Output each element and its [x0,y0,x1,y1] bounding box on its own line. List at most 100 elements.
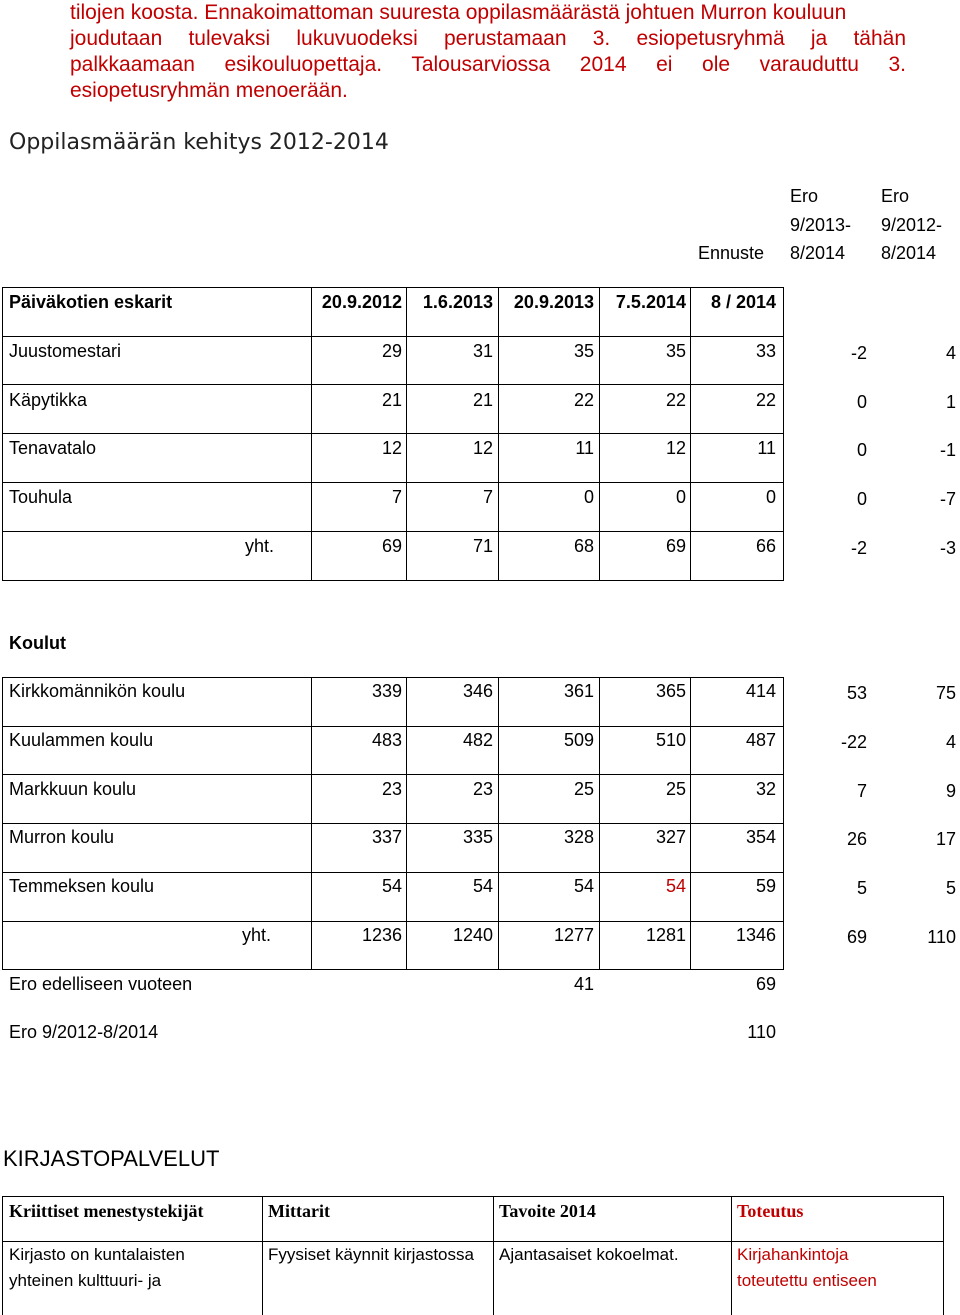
table-cell: 7 [391,487,402,508]
total-diff-cell: -2 [850,537,867,558]
total-cell: 1236 [361,925,402,945]
library-col-header: Mittarit [268,1201,330,1221]
total-cell: 1346 [735,925,776,945]
table-rule [690,677,691,970]
total-cell: 71 [472,535,493,556]
table-cell: 59 [755,876,776,897]
diff-cell: 17 [935,829,956,850]
row-label: Markkuun koulu [9,778,137,799]
diff-total-label: Ero 9/2012-8/2014 [9,1022,159,1042]
table-rule [731,1197,732,1315]
intro-line: palkkaamaan esikouluopettaja. Talousarvi… [70,53,906,76]
total-cell: 69 [381,535,402,556]
diff-cell: 5 [945,878,956,899]
date-header: 1.6.2013 [422,292,493,312]
table-rule [2,482,784,483]
diff-prev-value: 69 [755,974,776,994]
table-cell: 54 [665,876,686,897]
table-cell: 21 [472,389,493,410]
diff-cell: 9 [945,780,956,801]
row-label: Touhula [9,487,73,508]
diff-cell: 5 [856,878,867,899]
row-label: Kirkkomännikön koulu [9,681,186,701]
diff-cell: 0 [856,440,867,461]
intro-line: joudutaan tulevaksi lukuvuodeksi perusta… [70,27,906,50]
table-rule [406,677,407,970]
table-cell: 54 [472,876,493,897]
total-cell: 1277 [553,925,594,945]
table-cell: 361 [563,681,594,701]
table-cell: 25 [573,778,594,799]
row-label: Temmeksen koulu [9,876,155,897]
table-cell: 33 [755,341,776,361]
table-rule [2,336,784,337]
table-cell: 335 [462,827,493,848]
library-col-header: Tavoite 2014 [499,1201,596,1221]
total-cell: 69 [665,535,686,556]
schools-title: Koulut [9,633,66,653]
diff-cell: 0 [856,489,867,510]
table-rule [943,1197,944,1315]
total-cell: 66 [755,535,776,556]
total-cell: 1281 [645,925,686,945]
table-rule [2,726,784,727]
diff-prev-label: Ero edelliseen vuoteen [9,974,193,994]
table-rule [493,1197,494,1315]
library-cell: yhteinen kulttuuri- ja [9,1271,162,1290]
table-cell: 22 [755,389,776,410]
diff-prev-value: 41 [573,974,594,994]
table-rule [783,287,784,581]
table-cell: 339 [371,681,402,701]
library-col-header: Kriittiset menestystekijät [9,1201,204,1221]
table-cell: 35 [573,341,594,361]
total-label: yht. [241,925,271,945]
total-cell: 1240 [452,925,493,945]
table-rule [498,677,499,970]
table-rule [2,287,3,581]
table-cell: 7 [482,487,493,508]
table-rule [2,433,784,434]
table-cell: 0 [583,487,594,508]
ero2-header-line: 8/2014 [881,243,937,263]
table-cell: 414 [745,681,776,701]
date-header: 8 / 2014 [710,292,776,312]
table-cell: 0 [675,487,686,508]
table-rule [3,1241,944,1242]
table-rule [2,677,3,970]
total-cell: 68 [573,535,594,556]
daycare-title: Päiväkotien eskarit [9,292,173,312]
diff-cell: -7 [939,489,956,510]
total-diff-cell: -3 [939,537,956,558]
table-cell: 328 [563,827,594,848]
ero1-header-line: 9/2013- [790,215,852,235]
diff-cell: -22 [840,731,867,752]
table-cell: 54 [573,876,594,897]
table-cell: 346 [462,681,493,701]
table-cell: 32 [755,778,776,799]
library-cell: Kirjasto on kuntalaisten [9,1245,185,1264]
table-cell: 54 [381,876,402,897]
diff-total-value: 110 [747,1022,776,1042]
table-cell: 337 [371,827,402,848]
table-cell: 327 [655,827,686,848]
ero2-header-line: 9/2012- [881,215,943,235]
table-cell: 23 [381,778,402,799]
library-cell: Kirjahankintoja [737,1245,849,1264]
library-cell: Fyysiset käynnit kirjastossa [268,1245,474,1264]
diff-cell: 75 [935,683,956,703]
table-rule [2,677,784,678]
table-rule [498,287,499,581]
row-label: Juustomestari [9,341,122,361]
ero2-header-line: Ero [881,186,910,206]
date-header: 20.9.2013 [513,292,594,312]
table-rule [2,872,784,873]
diff-cell: 4 [945,731,956,752]
diff-cell: 7 [856,780,867,801]
table-cell: 22 [665,389,686,410]
library-cell: toteutettu entiseen [737,1271,877,1290]
table-cell: 11 [575,438,594,459]
table-rule [2,774,784,775]
ero1-header-line: 8/2014 [790,243,846,263]
diff-cell: 4 [945,343,956,363]
table-cell: 22 [573,389,594,410]
